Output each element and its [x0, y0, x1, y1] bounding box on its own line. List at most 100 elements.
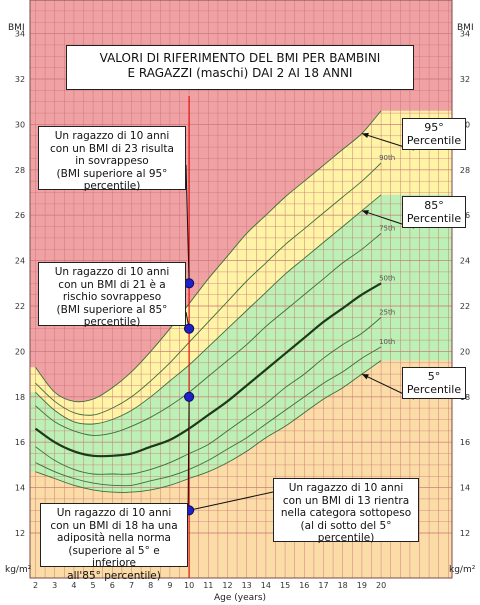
y-tick-label-right: 24: [460, 257, 470, 266]
annotation-line: rischio sovrappeso: [62, 291, 162, 303]
y-tick-label-right: 12: [460, 529, 470, 538]
annotation-leader-line: [187, 396, 190, 516]
annotation-line: con un BMI di 13 rientra: [282, 494, 410, 507]
annotation-line: Un ragazzo di 10 anni: [54, 266, 170, 278]
percentile-line-10th: [35, 346, 382, 487]
percentile-line-label-75th: 75th: [379, 224, 395, 232]
x-tick-label: 5: [91, 581, 96, 590]
x-tick-label: 11: [203, 581, 213, 590]
x-tick-label: 10: [184, 581, 194, 590]
x-tick-label: 2: [33, 581, 38, 590]
y-unit-left: kg/m²: [5, 565, 32, 575]
annotation-line: con un BMI di 21 è a: [58, 278, 166, 291]
annotation-bmi-23: Un ragazzo di 10 anni con un BMI di 23 r…: [38, 126, 186, 192]
x-tick-label: 14: [261, 581, 271, 590]
annotation-line: in sovrappeso: [75, 155, 149, 167]
chart-title-line: VALORI DI RIFERIMENTO DEL BMI PER BAMBIN…: [99, 51, 381, 65]
percentile-arrowhead-5th: [361, 374, 369, 380]
x-tick-label: 4: [71, 581, 76, 590]
percentile-curves: 90th 75th 50th 25th 10th: [34, 110, 395, 493]
x-tick-label: 8: [148, 581, 153, 590]
y-tick-label-left: 18: [15, 393, 25, 402]
leader-lines: [185, 132, 415, 516]
y-tick-label-right: 28: [460, 166, 470, 175]
y-tick-label-left: 16: [15, 438, 25, 447]
percentile-line-95th: [35, 110, 382, 403]
percentile-line-label-50th: 50th: [379, 274, 395, 282]
y-axis-label-left: BMI: [8, 23, 25, 33]
y-unit-right: kg/m²: [449, 565, 476, 575]
x-tick-label: 7: [129, 581, 134, 590]
annotation-line: con un BMI di 18 ha una: [50, 519, 178, 532]
annotation-line: nella categora sottopeso: [280, 507, 412, 519]
y-tick-label-left: 22: [15, 302, 25, 311]
y-tick-label-left: 14: [15, 484, 25, 493]
y-tick-label-left: 30: [15, 120, 25, 129]
label-95th-percentile: 95° Percentile: [402, 118, 466, 150]
annotation-line: Un ragazzo di 10 anni: [56, 507, 172, 519]
x-tick-label: 3: [52, 581, 57, 590]
data-point-bmi-21: [184, 323, 195, 334]
annotation-line: con un BMI di 23 risulta: [50, 142, 174, 155]
percentile-line-5th: [35, 360, 382, 493]
percentile-line-label-90th: 90th: [379, 154, 395, 162]
annotation-line: adiposità nella norma: [57, 532, 171, 544]
percentile-line-label-10th: 10th: [379, 338, 395, 346]
annotation-line: percentile): [83, 316, 141, 328]
annotation-bmi-13: Un ragazzo di 10 anni con un BMI di 13 r…: [273, 478, 419, 544]
y-tick-label-left: 24: [15, 257, 25, 266]
y-axis-label-right: BMI: [457, 23, 474, 33]
percentile-arrowhead-85th: [361, 210, 369, 216]
annotation-line: Un ragazzo di 10 anni: [288, 482, 404, 494]
percentile-line-85th: [35, 194, 382, 425]
y-tick-label-left: 32: [15, 75, 25, 84]
annotation-leader-line: [185, 164, 190, 284]
annotation-line: (al di sotto del 5°: [300, 519, 392, 532]
x-axis-label: Age (years): [214, 593, 266, 603]
annotation-line: percentile): [83, 180, 141, 192]
y-tick-label-right: 16: [460, 438, 470, 447]
percentile-label-sub: Percentile: [406, 212, 462, 225]
x-tick-label: 18: [338, 581, 348, 590]
annotation-bmi-18: Un ragazzo di 10 anni con un BMI di 18 h…: [40, 503, 188, 582]
percentile-line-label-25th: 25th: [379, 308, 395, 316]
percentile-line-75th: [35, 233, 382, 436]
x-tick-label: 12: [222, 581, 232, 590]
label-85th-percentile: 85° Percentile: [402, 196, 466, 228]
y-tick-label-right: 34: [460, 30, 470, 39]
percentile-label: 95°: [424, 121, 444, 134]
x-tick-label: 15: [280, 581, 290, 590]
y-tick-label-right: 32: [460, 75, 470, 84]
annotation-line: percentile): [317, 532, 375, 544]
y-tick-label-right: 14: [460, 484, 470, 493]
annotation-line: (BMI superiore al 95°: [56, 167, 168, 180]
x-tick-label: 9: [167, 581, 172, 590]
chart-title: VALORI DI RIFERIMENTO DEL BMI PER BAMBIN…: [66, 45, 414, 90]
y-tick-label-left: 28: [15, 166, 25, 175]
percentile-line-90th: [35, 162, 382, 416]
x-tick-label: 13: [242, 581, 252, 590]
x-tick-label: 6: [110, 581, 115, 590]
x-tick-label: 20: [376, 581, 386, 590]
x-tick-label: 17: [318, 581, 328, 590]
y-tick-label-right: 20: [460, 347, 470, 356]
annotation-line: (BMI superiore al 85°: [56, 303, 168, 316]
annotation-line: Un ragazzo di 10 anni: [54, 130, 170, 142]
data-point-bmi-18: [184, 391, 195, 402]
x-tick-label: 16: [299, 581, 309, 590]
percentile-label-sub: Percentile: [406, 134, 462, 147]
y-tick-label-left: 12: [15, 529, 25, 538]
percentile-arrowhead-95th: [361, 132, 369, 139]
annotation-line: all'85° percentile): [67, 569, 161, 582]
percentile-label: 5°: [427, 370, 441, 383]
annotation-leader-line: [188, 491, 274, 511]
annotation-bmi-21: Un ragazzo di 10 anni con un BMI di 21 è…: [38, 262, 186, 328]
label-5th-percentile: 5° Percentile: [402, 367, 466, 399]
y-tick-label-right: 22: [460, 302, 470, 311]
data-points: [184, 278, 195, 516]
x-tick-label: 19: [357, 581, 367, 590]
percentile-label-sub: Percentile: [406, 383, 462, 396]
y-tick-label-left: 26: [15, 211, 25, 220]
y-tick-label-left: 34: [15, 30, 25, 39]
percentile-label: 85°: [424, 199, 444, 212]
